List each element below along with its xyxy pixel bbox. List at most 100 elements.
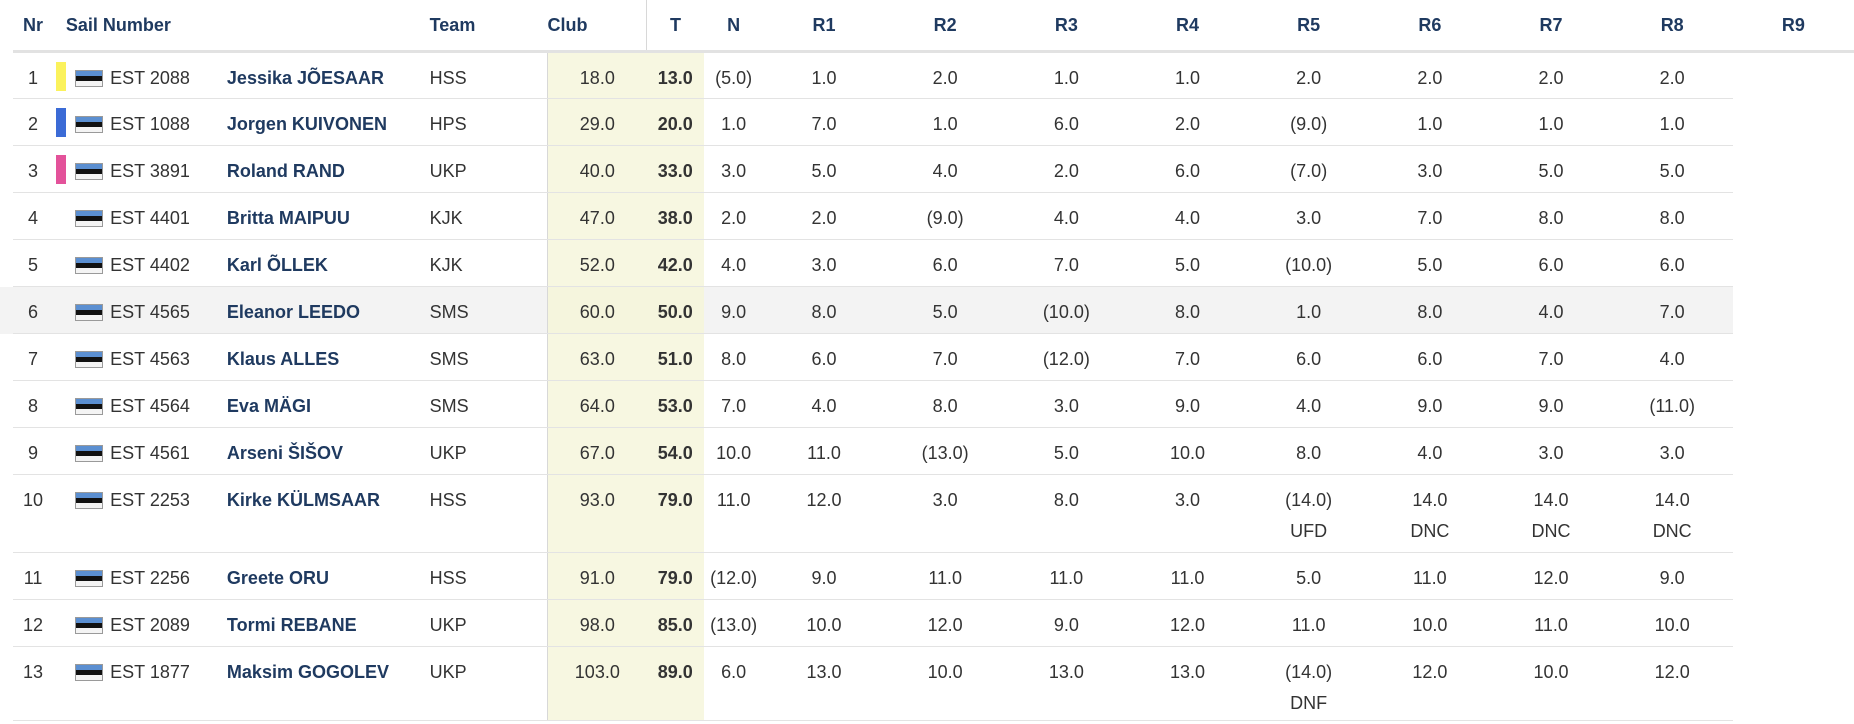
- race-score: 2.0: [1174, 114, 1201, 134]
- rank-cell: 11: [13, 552, 53, 600]
- table-row: 10 EST 2253 Kirke KÜLMSAAR HSS 93.0 79.0 11.0 1…: [0, 474, 1854, 553]
- net-points: 20.0: [646, 98, 704, 146]
- race-score: 1.0: [811, 68, 837, 88]
- race-r6-score: (7.0): [1248, 145, 1370, 193]
- race-score: 8.0: [811, 302, 837, 322]
- total-points: 98.0: [546, 599, 647, 647]
- race-r9-score: 8.0: [1611, 192, 1733, 240]
- race-r4-score: 2.0: [1005, 145, 1127, 193]
- race-r3-score: 4.0: [884, 145, 1006, 193]
- row-spacer: [0, 334, 13, 381]
- row-spacer: [0, 52, 13, 99]
- team-link[interactable]: Kirke KÜLMSAAR: [226, 474, 430, 553]
- race-r9-score: 5.0: [1611, 145, 1733, 193]
- race-score: (9.0): [1290, 114, 1328, 134]
- race-score: (13.0): [921, 443, 969, 463]
- race-r3-score: 12.0: [884, 599, 1006, 647]
- race-r1-score: 7.0: [703, 380, 764, 428]
- sail-number: EST 4563: [110, 333, 227, 381]
- team-link[interactable]: Karl ÕLLEK: [226, 239, 430, 287]
- race-r1-score: 4.0: [703, 239, 764, 287]
- row-spacer: [0, 647, 13, 721]
- race-r2-score: 8.0: [763, 286, 885, 334]
- header-r3[interactable]: R3: [1005, 0, 1127, 53]
- race-r9-score: 4.0: [1611, 333, 1733, 381]
- header-r9[interactable]: R9: [1732, 0, 1854, 53]
- team-link[interactable]: Eva MÄGI: [226, 380, 430, 428]
- estonia-flag-icon: [75, 116, 104, 133]
- race-r6-score: 5.0: [1248, 552, 1370, 600]
- header-nr[interactable]: Nr: [13, 0, 53, 53]
- table-row: 11 EST 2256 Greete ORU HSS 91.0 79.0 (12.0) 9.0…: [0, 552, 1854, 600]
- header-team[interactable]: Team: [429, 0, 548, 53]
- team-link[interactable]: Arseni ŠIŠOV: [226, 427, 430, 475]
- sail-number: EST 4564: [110, 380, 227, 428]
- row-spacer: [0, 286, 14, 334]
- race-r3-score: 6.0: [884, 239, 1006, 287]
- team-link[interactable]: Greete ORU: [226, 552, 430, 600]
- rank-cell: 7: [13, 333, 53, 381]
- header-total[interactable]: T: [646, 0, 704, 53]
- team-link[interactable]: Jessika JÕESAAR: [226, 51, 430, 99]
- net-points: 13.0: [646, 51, 704, 99]
- race-r2-score: 2.0: [763, 192, 885, 240]
- race-r5-score: 12.0: [1126, 599, 1249, 647]
- team-link[interactable]: Tormi REBANE: [226, 599, 430, 647]
- medal-marker: [56, 609, 66, 638]
- club: HSS: [429, 51, 548, 99]
- race-r9-score: 9.0: [1611, 552, 1733, 600]
- race-r9-score: 3.0: [1611, 427, 1733, 475]
- header-club[interactable]: Club: [547, 0, 647, 53]
- header-sail-number[interactable]: Sail Number: [65, 14, 171, 35]
- race-score: 10.0: [1412, 615, 1448, 635]
- race-r5-score: 2.0: [1126, 98, 1249, 146]
- race-r5-score: 10.0: [1126, 427, 1249, 475]
- race-score: 2.0: [1296, 68, 1322, 88]
- sail-number: EST 3891: [110, 145, 227, 193]
- team-link[interactable]: Roland RAND: [226, 145, 430, 193]
- team-link[interactable]: Maksim GOGOLEV: [226, 646, 430, 721]
- team-link[interactable]: Jorgen KUIVONEN: [226, 98, 430, 146]
- medal-marker: [56, 343, 66, 372]
- medal-marker: [56, 249, 66, 278]
- race-r2-score: 6.0: [763, 333, 885, 381]
- race-score: 2.0: [1538, 68, 1564, 88]
- race-r8-score: 9.0: [1490, 380, 1612, 428]
- marker-cell: [52, 646, 69, 721]
- race-r6-score: 8.0: [1248, 427, 1370, 475]
- total-points: 64.0: [546, 380, 647, 428]
- header-r8[interactable]: R8: [1611, 0, 1733, 53]
- total-points: 29.0: [546, 98, 647, 146]
- header-r4[interactable]: R4: [1126, 0, 1249, 53]
- header-r5[interactable]: R5: [1248, 0, 1370, 53]
- team-link[interactable]: Klaus ALLES: [226, 333, 430, 381]
- team-link[interactable]: Britta MAIPUU: [226, 192, 430, 240]
- race-score: 1.0: [1659, 114, 1685, 134]
- race-score: 1.0: [932, 114, 958, 134]
- header-r7[interactable]: R7: [1490, 0, 1612, 53]
- race-r5-score: 4.0: [1126, 192, 1249, 240]
- race-r7-score: 2.0: [1369, 51, 1491, 99]
- race-score: (14.0): [1285, 490, 1333, 510]
- header-r2[interactable]: R2: [884, 0, 1006, 53]
- flag-cell: [68, 333, 111, 381]
- race-score: 9.0: [1538, 396, 1564, 416]
- header-r6[interactable]: R6: [1369, 0, 1491, 53]
- header-net[interactable]: N: [703, 0, 764, 53]
- race-score: 12.0: [927, 615, 963, 635]
- race-score: 3.0: [1296, 208, 1322, 228]
- estonia-flag-icon: [75, 304, 104, 321]
- race-score: 7.0: [932, 349, 958, 369]
- race-score: 1.0: [1296, 302, 1322, 322]
- race-score: 2.0: [811, 208, 837, 228]
- race-score: 5.0: [932, 302, 958, 322]
- net-points: 85.0: [646, 599, 704, 647]
- race-r2-score: 12.0: [763, 474, 885, 553]
- race-r2-score: 1.0: [763, 51, 885, 99]
- header-r1[interactable]: R1: [763, 0, 885, 53]
- team-link[interactable]: Eleanor LEEDO: [226, 286, 430, 334]
- race-r6-score: 1.0: [1248, 286, 1370, 334]
- race-score: 3.0: [932, 490, 958, 510]
- race-score: 6.0: [1417, 349, 1443, 369]
- race-r2-score: 4.0: [763, 380, 885, 428]
